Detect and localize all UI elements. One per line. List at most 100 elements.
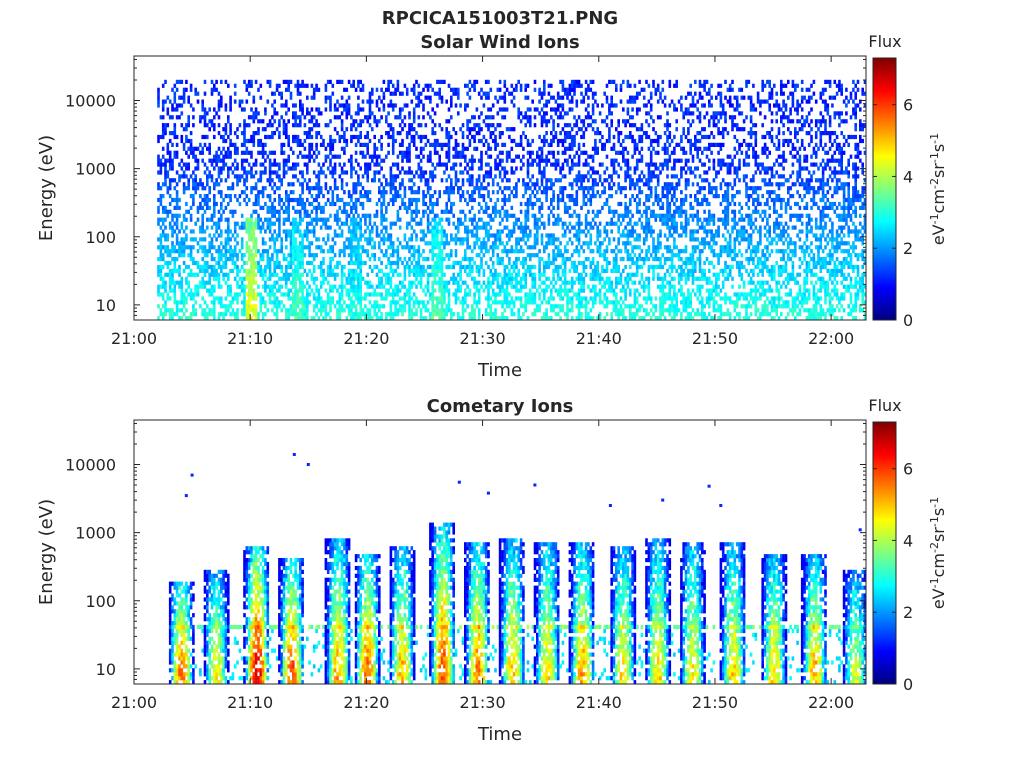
heatmap-cell bbox=[538, 261, 541, 265]
heatmap-cell bbox=[243, 277, 246, 281]
heatmap-cell bbox=[408, 249, 411, 253]
heatmap-cell bbox=[580, 222, 583, 226]
heatmap-cell bbox=[346, 139, 349, 143]
heatmap-cell bbox=[211, 273, 214, 277]
heatmap-cell bbox=[167, 253, 170, 257]
heatmap-cell bbox=[473, 123, 476, 127]
heatmap-cell bbox=[171, 277, 174, 281]
heatmap-cell bbox=[459, 127, 462, 131]
heatmap-cell bbox=[406, 241, 409, 245]
heatmap-cell bbox=[566, 249, 569, 253]
heatmap-cell bbox=[406, 261, 409, 265]
heatmap-cell bbox=[513, 159, 516, 163]
heatmap-cell bbox=[267, 292, 270, 296]
heatmap-cell bbox=[299, 194, 302, 198]
heatmap-cell bbox=[427, 96, 430, 100]
heatmap-cell bbox=[167, 170, 170, 174]
heatmap-cell bbox=[253, 296, 256, 300]
heatmap-cell bbox=[183, 182, 186, 186]
heatmap-cell bbox=[569, 198, 572, 202]
heatmap-cell bbox=[294, 300, 297, 304]
heatmap-cell bbox=[373, 163, 376, 167]
heatmap-cell bbox=[157, 289, 160, 293]
heatmap-cell bbox=[555, 253, 558, 257]
heatmap-cell bbox=[441, 143, 444, 147]
heatmap-cell bbox=[171, 214, 174, 218]
heatmap-cell bbox=[406, 159, 409, 163]
heatmap-cell bbox=[311, 194, 314, 198]
heatmap-cell bbox=[229, 237, 232, 241]
heatmap-cell bbox=[176, 257, 179, 261]
heatmap-cell bbox=[506, 159, 509, 163]
heatmap-cell bbox=[376, 226, 379, 230]
heatmap-cell bbox=[185, 123, 188, 127]
heatmap-cell bbox=[455, 92, 458, 96]
heatmap-cell bbox=[239, 100, 242, 104]
heatmap-cell bbox=[171, 226, 174, 230]
heatmap-cell bbox=[301, 190, 304, 194]
heatmap-cell bbox=[334, 253, 337, 257]
heatmap-cell bbox=[422, 174, 425, 178]
heatmap-cell bbox=[431, 273, 434, 277]
heatmap-cell bbox=[234, 84, 237, 88]
heatmap-cell bbox=[434, 218, 437, 222]
heatmap-cell bbox=[227, 249, 230, 253]
heatmap-cell bbox=[222, 198, 225, 202]
heatmap-cell bbox=[292, 308, 295, 312]
heatmap-cell bbox=[494, 127, 497, 131]
heatmap-cell bbox=[480, 241, 483, 245]
heatmap-cell bbox=[297, 277, 300, 281]
heatmap-cell bbox=[385, 88, 388, 92]
heatmap-cell bbox=[369, 123, 372, 127]
heatmap-cell bbox=[466, 119, 469, 123]
heatmap-cell bbox=[462, 182, 465, 186]
heatmap-cell bbox=[315, 143, 318, 147]
heatmap-cell bbox=[517, 273, 520, 277]
heatmap-cell bbox=[227, 218, 230, 222]
heatmap-cell bbox=[431, 233, 434, 237]
heatmap-cell bbox=[541, 273, 544, 277]
heatmap-cell bbox=[557, 139, 560, 143]
heatmap-cell bbox=[357, 163, 360, 167]
heatmap-cell bbox=[506, 198, 509, 202]
heatmap-cell bbox=[392, 151, 395, 155]
heatmap-cell bbox=[499, 237, 502, 241]
heatmap-cell bbox=[269, 166, 272, 170]
heatmap-cell bbox=[190, 296, 193, 300]
heatmap-cell bbox=[573, 269, 576, 273]
heatmap-cell bbox=[359, 277, 362, 281]
heatmap-cell bbox=[201, 147, 204, 151]
heatmap-cell bbox=[341, 96, 344, 100]
heatmap-cell bbox=[294, 304, 297, 308]
heatmap-cell bbox=[169, 210, 172, 214]
heatmap-cell bbox=[248, 245, 251, 249]
heatmap-cell bbox=[436, 103, 439, 107]
heatmap-cell bbox=[250, 226, 253, 230]
heatmap-cell bbox=[306, 233, 309, 237]
heatmap-cell bbox=[548, 237, 551, 241]
heatmap-cell bbox=[253, 96, 256, 100]
heatmap-cell bbox=[387, 237, 390, 241]
heatmap-cell bbox=[576, 229, 579, 233]
heatmap-cell bbox=[571, 265, 574, 269]
heatmap-cell bbox=[213, 88, 216, 92]
heatmap-cell bbox=[504, 100, 507, 104]
heatmap-cell bbox=[576, 237, 579, 241]
heatmap-cell bbox=[280, 115, 283, 119]
heatmap-cell bbox=[355, 182, 358, 186]
heatmap-cell bbox=[543, 174, 546, 178]
heatmap-cell bbox=[462, 155, 465, 159]
heatmap-cell bbox=[292, 123, 295, 127]
heatmap-cell bbox=[427, 265, 430, 269]
heatmap-cell bbox=[267, 226, 270, 230]
heatmap-cell bbox=[232, 253, 235, 257]
heatmap-cell bbox=[427, 182, 430, 186]
heatmap-cell bbox=[397, 84, 400, 88]
heatmap-cell bbox=[308, 249, 311, 253]
heatmap-cell bbox=[318, 186, 321, 190]
heatmap-cell bbox=[311, 84, 314, 88]
heatmap-cell bbox=[357, 139, 360, 143]
heatmap-cell bbox=[297, 135, 300, 139]
heatmap-cell bbox=[569, 308, 572, 312]
heatmap-cell bbox=[194, 289, 197, 293]
